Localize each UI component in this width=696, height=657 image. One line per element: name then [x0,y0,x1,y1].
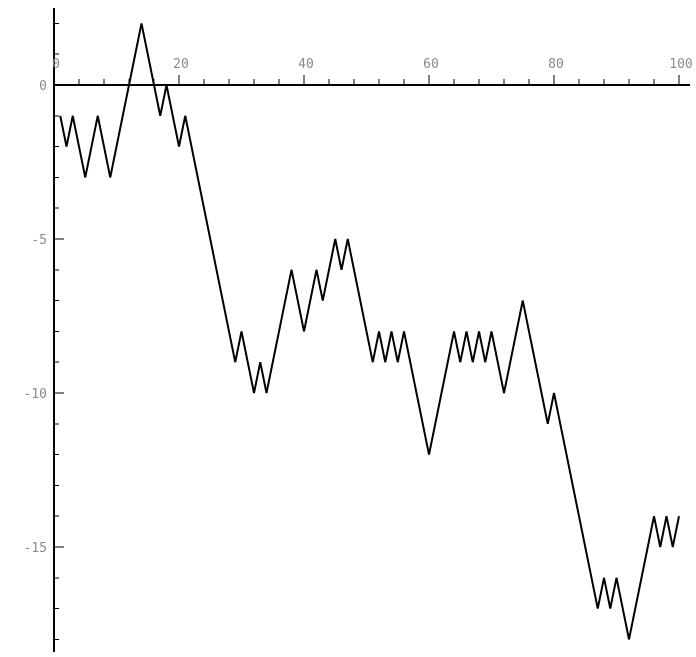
y-tick-label: -10 [24,387,47,402]
y-tick-label: 0 [39,79,47,94]
y-tick-labels: 0 -5 -10 -15 [24,79,47,556]
x-tick-label: 0 [52,57,60,72]
data-points [59,22,680,640]
x-tick-label: 40 [298,57,314,72]
x-tick-label: 20 [173,57,189,72]
y-tick-label: -15 [24,541,47,556]
x-tick-label: 80 [548,57,564,72]
y-axis [53,8,64,652]
y-axis-ticks [54,22,64,640]
x-axis [53,75,690,86]
x-tick-label: 100 [669,57,692,72]
x-tick-label: 60 [423,57,439,72]
x-tick-labels: 0 20 40 60 80 100 [52,57,693,72]
y-tick-label: -5 [31,233,47,248]
x-axis-ticks [53,75,680,85]
series-line [59,23,680,640]
